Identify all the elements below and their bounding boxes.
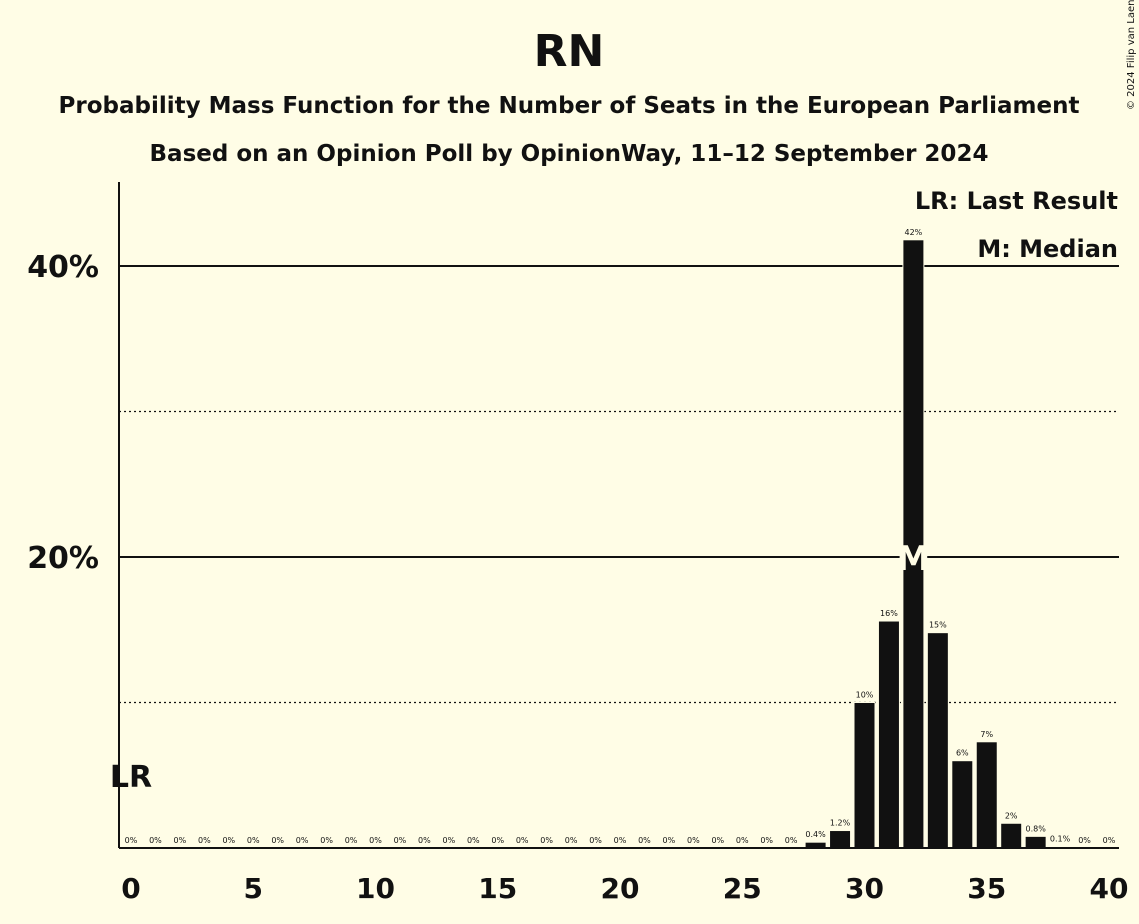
y-tick-40: 40% [27, 250, 99, 285]
last-result-marker: LR [110, 760, 152, 795]
bar-label-seat-22: 0% [663, 836, 676, 845]
bar-label-seat-37: 0.8% [1025, 824, 1046, 833]
legend-last-result: LR: Last Result [915, 187, 1118, 215]
bar-label-seat-3: 0% [198, 836, 211, 845]
bar-label-seat-8: 0% [320, 836, 333, 845]
x-tick-15: 15 [478, 872, 517, 905]
bar-label-seat-32: 42% [905, 228, 923, 237]
bars [804, 239, 1072, 849]
bar-seat-36 [1000, 822, 1023, 849]
x-tick-40: 40 [1090, 872, 1129, 905]
gridlines [119, 265, 1119, 704]
y-tick-labels: 20% 40% [27, 250, 99, 576]
bar-label-seat-39: 0% [1078, 836, 1091, 845]
bar-label-seat-16: 0% [516, 836, 529, 845]
bar-label-seat-9: 0% [345, 836, 358, 845]
median-marker: M [896, 539, 930, 579]
x-tick-labels: 0 5 10 15 20 25 30 35 40 [121, 872, 1128, 905]
bar-label-seat-5: 0% [247, 836, 260, 845]
bar-label-seat-29: 1.2% [830, 819, 851, 828]
bar-seat-31 [877, 620, 900, 849]
bar-label-seat-30: 10% [856, 691, 874, 700]
bar-label-seat-11: 0% [394, 836, 407, 845]
bar-label-seat-40: 0% [1103, 836, 1116, 845]
bar-label-seat-35: 7% [980, 730, 993, 739]
bar-label-seat-7: 0% [296, 836, 309, 845]
bar-seat-30 [853, 702, 876, 849]
bar-label-seat-26: 0% [760, 836, 773, 845]
bar-label-seat-17: 0% [540, 836, 553, 845]
bar-label-seat-18: 0% [565, 836, 578, 845]
bar-label-seat-12: 0% [418, 836, 431, 845]
chart-subtitle-2: Based on an Opinion Poll by OpinionWay, … [150, 141, 989, 167]
bar-seat-34 [951, 760, 974, 849]
bar-label-seat-38: 0.1% [1050, 835, 1071, 844]
bar-label-seat-27: 0% [785, 836, 798, 845]
bar-label-seat-2: 0% [174, 836, 187, 845]
bar-label-seat-33: 15% [929, 621, 947, 630]
x-tick-25: 25 [723, 872, 762, 905]
x-tick-30: 30 [845, 872, 884, 905]
bar-label-seat-28: 0.4% [805, 830, 826, 839]
bar-label-seat-4: 0% [222, 836, 235, 845]
bar-label-seat-6: 0% [271, 836, 284, 845]
bar-label-seat-15: 0% [491, 836, 504, 845]
bar-label-seat-24: 0% [711, 836, 724, 845]
bar-label-seat-10: 0% [369, 836, 382, 845]
bar-label-seat-19: 0% [589, 836, 602, 845]
x-tick-10: 10 [356, 872, 395, 905]
copyright-note: © 2024 Filip van Laenen [1126, 0, 1137, 110]
x-tick-35: 35 [967, 872, 1006, 905]
bar-label-seat-36: 2% [1005, 811, 1018, 820]
bar-label-seat-14: 0% [467, 836, 480, 845]
bar-value-labels: 0% 0% 0% 0% 0% 0% 0% 0% 0% 0% 0% 0% 0% 0% 0% 0% 0% 0% 0% 0%… [125, 228, 1116, 845]
bar-seat-35 [975, 741, 998, 849]
legend-median: M: Median [977, 235, 1118, 263]
bar-label-seat-31: 16% [880, 609, 898, 618]
y-tick-20: 20% [27, 541, 99, 576]
bar-label-seat-13: 0% [442, 836, 455, 845]
bar-label-seat-1: 0% [149, 836, 162, 845]
bar-label-seat-25: 0% [736, 836, 749, 845]
x-tick-20: 20 [601, 872, 640, 905]
bar-seat-33 [926, 632, 949, 849]
chart-subtitle-1: Probability Mass Function for the Number… [59, 93, 1080, 119]
bar-label-seat-0: 0% [125, 836, 138, 845]
chart-title: RN [534, 26, 605, 77]
x-tick-5: 5 [244, 872, 263, 905]
bar-label-seat-34: 6% [956, 749, 969, 758]
x-tick-0: 0 [121, 872, 140, 905]
bar-label-seat-20: 0% [614, 836, 627, 845]
bar-label-seat-21: 0% [638, 836, 651, 845]
bar-seat-29 [829, 830, 852, 849]
bar-label-seat-23: 0% [687, 836, 700, 845]
bar-seat-37 [1024, 835, 1047, 849]
